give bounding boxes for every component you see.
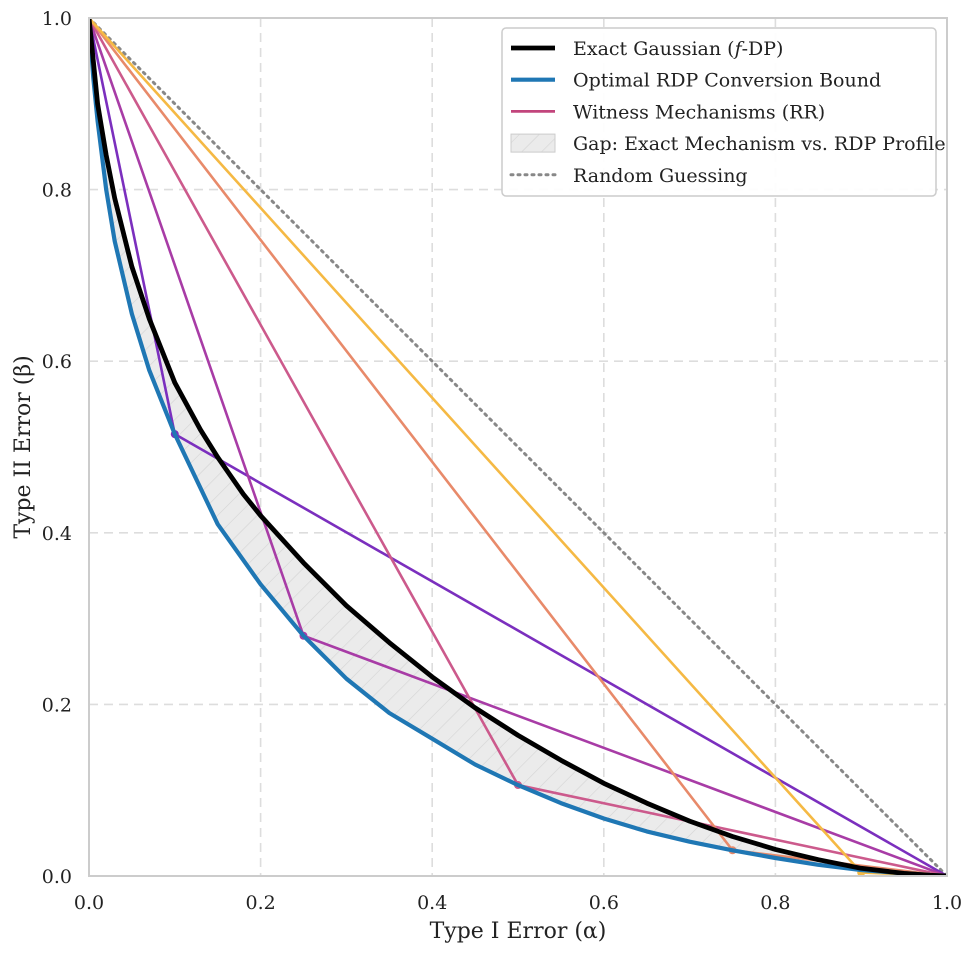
rdp-bound-line — [89, 18, 947, 876]
y-tick-label: 1.0 — [42, 8, 72, 30]
plot-frame — [88, 17, 948, 877]
x-tick-label: 0.4 — [417, 892, 447, 914]
y-tick-label: 0.4 — [42, 523, 72, 545]
legend-label: Exact Gaussian (𝑓-DP) — [573, 38, 783, 60]
y-tick-label: 0.2 — [42, 694, 72, 716]
y-tick-label: 0.8 — [42, 180, 72, 202]
x-tick-label: 0.2 — [245, 892, 275, 914]
legend-label: Optimal RDP Conversion Bound — [573, 70, 881, 92]
plot-area — [89, 18, 947, 876]
x-tick-label: 0.6 — [589, 892, 619, 914]
y-axis-label: Type II Error (β) — [11, 355, 36, 538]
tick-labels: 0.0 0.2 0.4 0.6 0.8 1.0 0.0 0.2 0.4 0.6 0.8 1.0 — [42, 8, 962, 914]
legend-swatch-gap — [510, 133, 556, 153]
legend-label: Gap: Exact Mechanism vs. RDP Profile — [573, 133, 946, 155]
y-tick-label: 0.0 — [42, 866, 72, 888]
x-tick-label: 0.0 — [74, 892, 104, 914]
legend: Exact Gaussian (𝑓-DP) Optimal RDP Convers… — [501, 27, 946, 197]
random-guessing-line — [89, 18, 947, 876]
x-tick-label: 0.8 — [760, 892, 790, 914]
y-tick-label: 0.6 — [42, 351, 72, 373]
legend-label: Witness Mechanisms (RR) — [573, 101, 825, 123]
legend-frame — [501, 27, 937, 197]
x-tick-label: 1.0 — [932, 892, 962, 914]
exact-gaussian-line — [89, 18, 947, 876]
legend-label: Random Guessing — [573, 165, 748, 187]
x-axis-label: Type I Error (α) — [430, 919, 607, 944]
